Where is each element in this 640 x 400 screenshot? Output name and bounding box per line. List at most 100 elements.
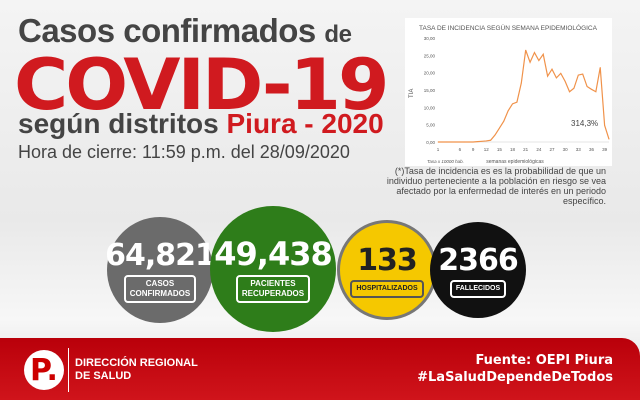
gobierno-regional-logo: P. xyxy=(24,350,64,390)
data-point xyxy=(595,91,597,93)
data-point xyxy=(577,74,579,76)
label-line: CONFIRMADOS xyxy=(129,288,191,298)
data-point xyxy=(468,141,470,143)
x-tick-label: 18 xyxy=(510,147,516,152)
data-point xyxy=(437,141,439,143)
confirmed-cases-circle: 64,821 CASOS CONFIRMADOS xyxy=(105,217,216,323)
data-point xyxy=(560,72,562,74)
footer: P. DIRECCIÓN REGIONAL DE SALUD Fuente: OE… xyxy=(0,338,640,400)
hospitalized-label: HOSPITALIZADOS xyxy=(350,279,424,298)
data-point xyxy=(463,141,465,143)
subtitle-highlight: Piura - 2020 xyxy=(226,108,384,139)
data-point xyxy=(599,67,601,68)
y-tick-label: 15,00 xyxy=(424,88,436,93)
data-point xyxy=(472,141,474,143)
y-tick-label: 25,00 xyxy=(424,53,436,58)
label-line: RECUPERADOS xyxy=(241,289,305,298)
incidence-note: (*)Tasa de incidencia es es la probabili… xyxy=(386,166,606,206)
deceased-circle: 2366 FALLECIDOS xyxy=(430,222,526,318)
data-point xyxy=(520,82,522,84)
x-tick-label: 33 xyxy=(576,147,582,152)
x-tick-label: 24 xyxy=(536,147,542,152)
data-point xyxy=(551,68,553,70)
deceased-value: 2366 xyxy=(438,242,518,278)
data-point xyxy=(547,75,549,77)
data-point xyxy=(498,127,500,129)
data-point xyxy=(604,124,606,126)
title-line1: Casos confirmados de xyxy=(18,12,352,50)
deceased-label: FALLECIDOS xyxy=(449,279,507,298)
data-point xyxy=(573,87,575,89)
data-point xyxy=(446,141,448,143)
org-line: DIRECCIÓN REGIONAL xyxy=(75,357,198,369)
hospitalized-value: 133 xyxy=(357,242,418,278)
org-line: DE SALUD xyxy=(75,370,132,382)
title-line3: según distritos Piura - 2020 xyxy=(18,108,384,140)
recovered-circle: 49,438 PACIENTES RECUPERADOS xyxy=(210,206,336,332)
data-point xyxy=(608,138,610,140)
y-axis-label: TIA xyxy=(409,89,415,98)
data-point xyxy=(534,52,535,53)
data-point xyxy=(477,141,478,143)
incidence-line xyxy=(438,49,610,143)
label-line: CASOS xyxy=(145,278,175,288)
confirmed-value: 64,821 xyxy=(105,237,216,273)
data-point xyxy=(441,141,443,143)
chart-svg: TASA DE INCIDENCIA SEGÚN SEMANA EPIDEMIO… xyxy=(409,23,610,165)
data-point xyxy=(503,120,505,122)
data-point xyxy=(450,141,452,143)
x-tick-label: 12 xyxy=(484,147,490,152)
x-tick-label: 36 xyxy=(589,147,595,152)
incidence-chart: TASA DE INCIDENCIA SEGÚN SEMANA EPIDEMIO… xyxy=(405,18,612,166)
chart-title: TASA DE INCIDENCIA SEGÚN SEMANA EPIDEMIO… xyxy=(419,23,598,32)
x-tick-label: 21 xyxy=(523,147,529,152)
x-tick-label: 27 xyxy=(549,147,555,152)
org-name: DIRECCIÓN REGIONAL DE SALUD xyxy=(75,357,198,383)
source-block: Fuente: OEPI Piura #LaSaludDependeDeTodos xyxy=(417,352,613,386)
data-point xyxy=(490,139,492,141)
closing-time: Hora de cierre: 11:59 p.m. del 28/09/202… xyxy=(18,142,350,162)
x-tick-label: 9 xyxy=(472,147,475,152)
data-point xyxy=(555,77,557,79)
x-tick-label: 15 xyxy=(497,147,503,152)
y-tick-label: 5,00 xyxy=(426,123,435,128)
data-point xyxy=(516,101,518,103)
hashtag: #LaSaludDependeDeTodos xyxy=(417,370,613,385)
data-point xyxy=(512,103,513,105)
divider xyxy=(68,348,69,392)
recovered-label: PACIENTES RECUPERADOS xyxy=(235,275,311,303)
title-text: Casos confirmados xyxy=(18,12,316,49)
data-point xyxy=(507,110,509,112)
chart-footnote: Tasa x 10000 hab. xyxy=(427,159,464,164)
x-tick-label: 39 xyxy=(602,147,608,152)
data-point xyxy=(569,91,570,93)
data-point xyxy=(485,140,487,142)
x-tick-label: 1 xyxy=(437,147,440,152)
data-point xyxy=(529,61,531,63)
x-axis-label: semanas epidemiológicas xyxy=(486,159,544,165)
subtitle-text: según distritos xyxy=(18,108,219,139)
x-tick-label: 30 xyxy=(563,147,569,152)
data-point xyxy=(525,49,527,51)
recovered-value: 49,438 xyxy=(214,235,332,273)
data-point xyxy=(542,53,544,55)
data-point xyxy=(582,73,584,75)
chart-annotation: 314,3% xyxy=(571,119,598,128)
y-tick-label: 10,00 xyxy=(424,105,436,110)
data-point xyxy=(481,140,483,142)
data-point xyxy=(455,141,456,143)
source-text: Fuente: OEPI Piura xyxy=(475,353,613,368)
label-line: PACIENTES xyxy=(250,279,296,288)
data-point xyxy=(538,60,540,61)
title-suffix: de xyxy=(324,21,352,48)
y-tick-label: 30,00 xyxy=(424,36,436,41)
logo-letter: P. xyxy=(30,352,58,388)
data-point xyxy=(586,86,588,87)
confirmed-label: CASOS CONFIRMADOS xyxy=(123,274,197,303)
data-point xyxy=(459,141,461,143)
y-tick-label: 20,00 xyxy=(424,71,436,76)
data-point xyxy=(564,80,566,82)
data-point xyxy=(591,88,592,90)
x-tick-label: 6 xyxy=(459,147,462,152)
data-point xyxy=(494,134,496,136)
